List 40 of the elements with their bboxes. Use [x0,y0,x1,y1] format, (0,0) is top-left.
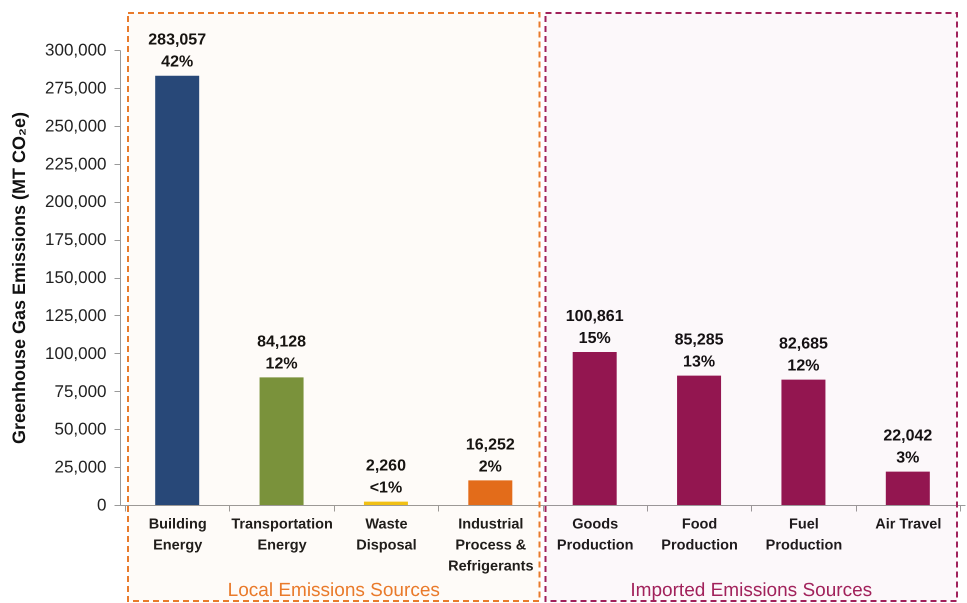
data-label: 85,285 13% [674,332,724,371]
x-tick-label: Fuel Production [766,516,842,554]
data-label: 84,128 12% [257,333,306,372]
y-tick-label: 225,000 [45,154,106,174]
y-tick-label: 250,000 [45,116,106,136]
y-tick-label: 150,000 [45,268,106,287]
bar [260,377,304,505]
bar [677,376,722,505]
y-tick-label: 175,000 [45,230,106,250]
data-label: 82,685 12% [778,336,828,375]
y-tick-label: 275,000 [45,78,106,98]
bar [364,502,408,505]
y-tick-label: 125,000 [45,306,106,325]
x-tick-label: Industrial Process & Refrigerants [448,516,534,574]
x-tick-label: Waste Disposal [356,516,417,554]
y-axis-title: Greenhouse Gas Emissions (MT CO₂e) [9,112,30,444]
data-label: 16,252 2% [466,436,515,476]
y-tick-label: 75,000 [54,382,106,401]
y-tick-label: 100,000 [45,344,106,363]
x-tick-label: Air Travel [875,516,942,532]
x-tick-label: Goods Production [556,516,634,554]
y-tick-label: 25,000 [54,458,106,477]
bar [572,352,617,505]
band-label: Imported Emissions Sources [630,580,872,601]
data-label: 100,861 15% [566,308,624,348]
y-tick-label: 50,000 [54,420,106,439]
bar [781,380,826,505]
y-tick-label: 200,000 [45,192,106,212]
x-tick-label: Building Energy [148,516,207,554]
y-tick-label: 0 [97,496,106,514]
data-label: 22,042 3% [883,428,932,467]
bar [468,480,512,505]
x-tick-label: Transportation Energy [231,516,333,554]
data-label: 283,057 42% [148,32,206,71]
data-label: 2,260 <1% [366,458,406,497]
band-label: Local Emissions Sources [228,580,440,601]
x-tick-label: Food Production [661,516,738,554]
y-tick-label: 300,000 [45,40,106,60]
bar [155,76,200,505]
bar [886,472,930,505]
